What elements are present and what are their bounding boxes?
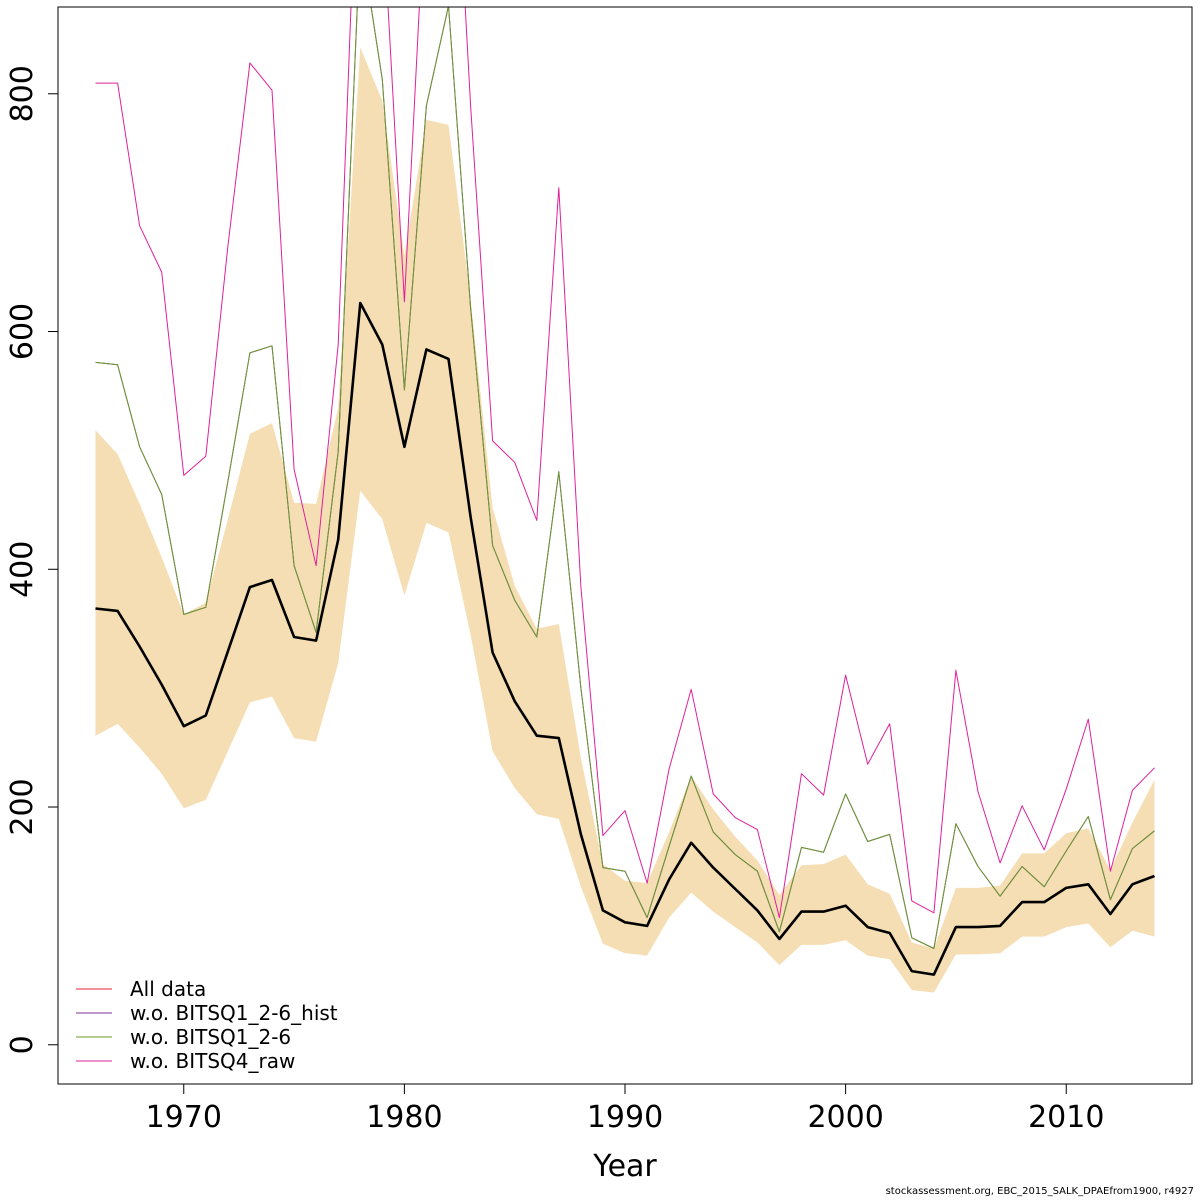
legend-label-3: w.o. BITSQ4_raw bbox=[130, 1049, 295, 1073]
y-tick-label-200: 200 bbox=[5, 778, 40, 835]
x-tick-label-2000: 2000 bbox=[807, 1100, 883, 1135]
y-tick-label-600: 600 bbox=[5, 303, 40, 360]
y-axis: 0 200 400 600 800 bbox=[5, 65, 58, 1054]
y-tick-label-400: 400 bbox=[5, 541, 40, 598]
y-tick-label-0: 0 bbox=[5, 1035, 40, 1054]
x-axis: 1970 1980 1990 2000 2010 bbox=[146, 1084, 1104, 1135]
x-axis-title: Year bbox=[592, 1149, 657, 1184]
footer-credit: stockassessment.org, EBC_2015_SALK_DPAEf… bbox=[885, 1186, 1194, 1197]
x-tick-label-1980: 1980 bbox=[366, 1100, 442, 1135]
legend-label-1: w.o. BITSQ1_2-6_hist bbox=[130, 1001, 338, 1025]
series-lines bbox=[95, 7, 1155, 976]
series-line-estimate bbox=[95, 301, 1155, 976]
series-line-w-o-bitsq4-raw bbox=[95, 7, 1155, 919]
x-tick-label-1970: 1970 bbox=[146, 1100, 222, 1135]
confidence-band bbox=[95, 47, 1155, 993]
legend-label-0: All data bbox=[130, 977, 206, 1001]
series-line-w-o-bitsq1-2-6 bbox=[95, 7, 1155, 949]
legend-label-2: w.o. BITSQ1_2-6 bbox=[130, 1025, 291, 1049]
y-tick-label-800: 800 bbox=[5, 65, 40, 122]
x-tick-label-2010: 2010 bbox=[1028, 1100, 1104, 1135]
confidence-band-area bbox=[95, 47, 1155, 993]
x-tick-label-1990: 1990 bbox=[587, 1100, 663, 1135]
